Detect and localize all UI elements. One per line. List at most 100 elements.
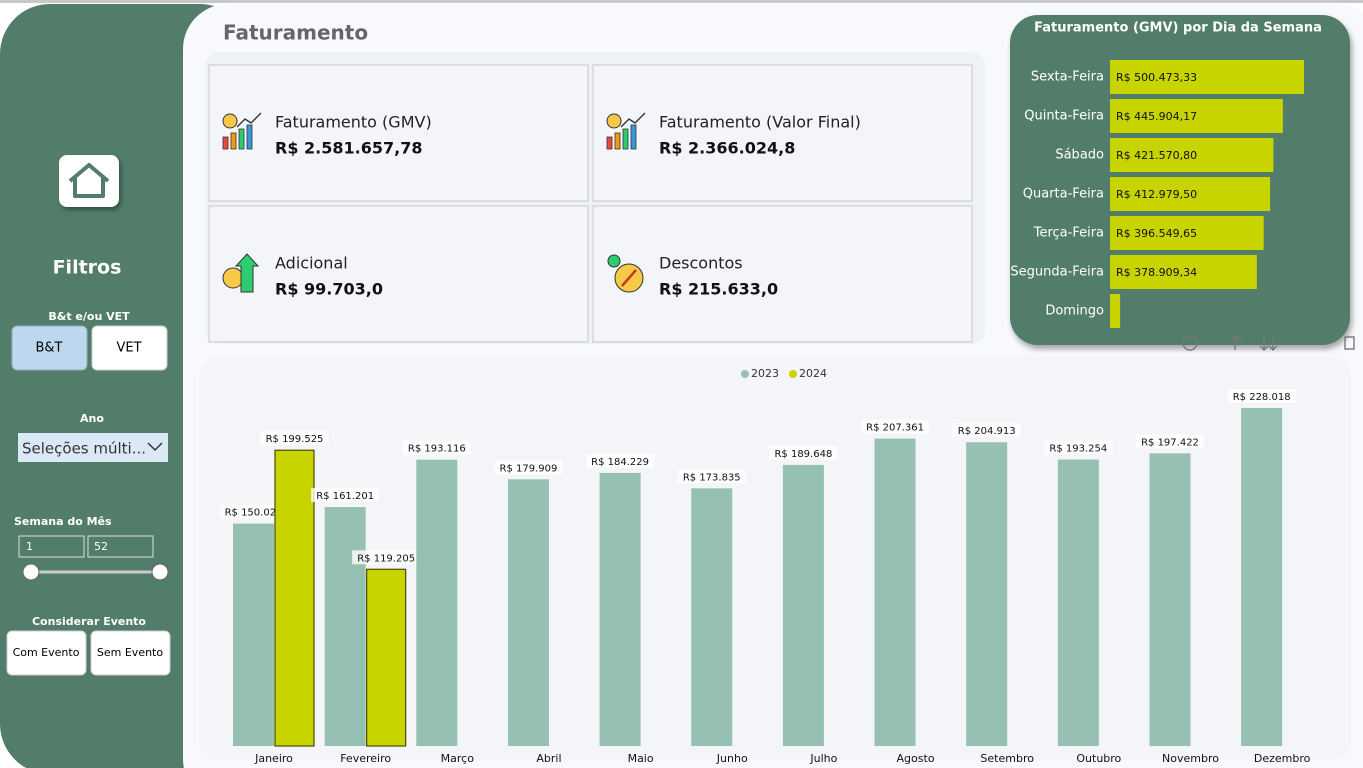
- value-label-bg: [260, 431, 329, 446]
- value-label-bg: [1136, 434, 1204, 449]
- value-label-bg: [861, 419, 930, 434]
- value-label: R$ 161.201: [316, 491, 374, 502]
- kpi-card: [592, 64, 973, 202]
- x-tick-label: Setembro: [980, 752, 1034, 765]
- bar: [691, 488, 733, 746]
- value-label: R$ 150.022: [225, 508, 283, 519]
- bar: [274, 449, 315, 747]
- bar: [1110, 255, 1257, 289]
- bar: [507, 479, 549, 746]
- value-label-bg: [1044, 440, 1113, 455]
- bar: [233, 523, 274, 746]
- x-tick-label: Março: [441, 752, 475, 765]
- value-label-bg: [677, 469, 746, 484]
- home-button[interactable]: [59, 155, 119, 207]
- event-option: Com Evento: [13, 646, 80, 659]
- kpi-icon: [222, 253, 260, 293]
- value-label: R$ 500.473,33: [1116, 71, 1197, 84]
- kpi-value: R$ 215.633,0: [659, 280, 778, 299]
- icon-bar: [246, 124, 253, 150]
- value-label-bg: [586, 453, 655, 468]
- icon-coin: [222, 113, 238, 129]
- bar: [1241, 408, 1283, 746]
- kpi-icon: [606, 112, 646, 150]
- event-option: Sem Evento: [97, 646, 163, 659]
- slider-handle[interactable]: [22, 563, 40, 581]
- slider-handle[interactable]: [151, 563, 169, 581]
- bar: [1110, 138, 1274, 172]
- category-label: Quinta-Feira: [1024, 109, 1104, 124]
- x-tick-label: Junho: [716, 752, 748, 765]
- segment-option: B&T: [36, 341, 63, 356]
- category-label: Quarta-Feira: [1023, 187, 1104, 202]
- bar: [1057, 459, 1099, 746]
- kpi-label: Adicional: [275, 254, 348, 273]
- value-label-bg: [352, 550, 421, 565]
- segment-button[interactable]: [11, 325, 88, 371]
- kpi-card: [592, 205, 973, 343]
- week-start: 1: [26, 540, 33, 553]
- value-label: R$ 119.205: [357, 553, 415, 564]
- value-label: R$ 184.229: [591, 457, 649, 468]
- x-tick-label: Novembro: [1162, 752, 1219, 765]
- value-label: R$ 199.525: [266, 434, 324, 445]
- kpi-card: [208, 205, 589, 343]
- kpi-icon: [222, 112, 262, 150]
- bar: [324, 507, 366, 746]
- value-label: R$ 179.909: [500, 463, 558, 474]
- value-label-bg: [769, 445, 838, 460]
- value-label: R$ 189.648: [774, 449, 832, 460]
- segment-button[interactable]: [91, 325, 168, 371]
- bar: [782, 464, 824, 746]
- category-label: Segunda-Feira: [1010, 265, 1104, 280]
- bar: [1149, 453, 1191, 746]
- value-label: R$ 193.254: [1049, 444, 1107, 455]
- value-label-bg: [402, 440, 471, 455]
- year-value: Seleções múlti...: [22, 440, 146, 458]
- bar: [1110, 99, 1283, 133]
- dropdown-chevron: [147, 442, 163, 452]
- kpi-card: [208, 64, 589, 202]
- bar: [1110, 177, 1271, 211]
- value-label-bg: [311, 488, 380, 503]
- icon-bar: [622, 128, 629, 150]
- week-label: Semana do Mês: [14, 515, 112, 528]
- category-label: Domingo: [1045, 304, 1104, 319]
- bar: [416, 459, 458, 746]
- legend-marker: [741, 370, 749, 378]
- x-tick-label: Janeiro: [254, 752, 293, 765]
- icon-coin: [606, 113, 622, 129]
- legend-label: 2024: [799, 367, 827, 380]
- category-label: Sábado: [1055, 148, 1104, 163]
- top-border: [0, 0, 1363, 3]
- bar: [1110, 60, 1304, 94]
- x-tick-label: Fevereiro: [340, 752, 391, 765]
- week-end: 52: [94, 540, 108, 553]
- segment-option: VET: [116, 341, 141, 356]
- value-label: R$ 396.549,65: [1116, 227, 1197, 240]
- segment-label: B&t e/ou VET: [48, 310, 130, 323]
- icon-bar: [630, 124, 637, 150]
- event-button[interactable]: [6, 630, 87, 676]
- category-label: Terça-Feira: [1033, 226, 1104, 241]
- kpi-label: Descontos: [659, 254, 743, 273]
- icon-trend: [236, 112, 262, 128]
- year-dropdown[interactable]: [18, 433, 168, 462]
- week-end-input[interactable]: [87, 535, 154, 558]
- week-start-input[interactable]: [18, 535, 85, 558]
- value-label: R$ 445.904,17: [1116, 110, 1197, 123]
- x-tick-label: Dezembro: [1254, 752, 1311, 765]
- page-title: Faturamento: [223, 21, 368, 45]
- kpi-icon: [607, 254, 644, 293]
- kpi-label: Faturamento (Valor Final): [659, 113, 861, 132]
- event-button[interactable]: [90, 630, 171, 676]
- icon-coin: [222, 267, 244, 289]
- bar: [966, 442, 1008, 746]
- icon-arrow: [234, 253, 260, 293]
- x-tick-label: Julho: [809, 752, 837, 765]
- icon-bar: [222, 136, 229, 150]
- bar: [599, 472, 641, 746]
- x-tick-label: Agosto: [897, 752, 935, 765]
- visual-toolbar[interactable]: [1182, 335, 1355, 351]
- filters-title: Filtros: [53, 257, 122, 279]
